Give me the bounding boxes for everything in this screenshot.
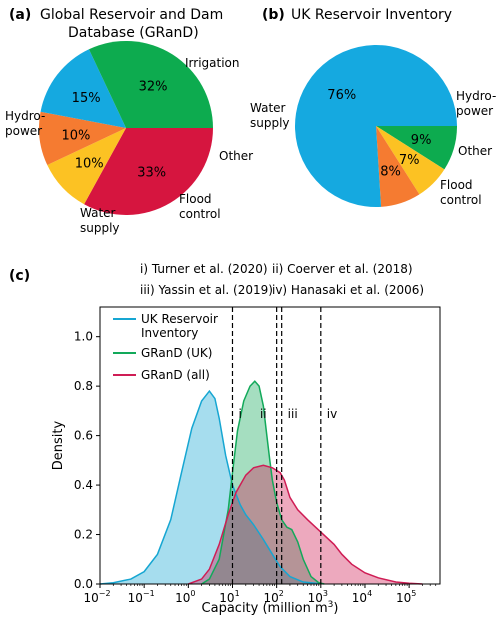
line-grand-all [188,464,423,585]
x-tick-label: 100 [175,589,195,605]
ref-line-label-iv: iv [327,407,337,421]
x-tick-label: 105 [396,589,416,605]
area-uk-reservoir-inventory [100,391,321,584]
label-other-b: Other [458,144,492,158]
label-hydro-a-2: power [5,124,42,138]
label-irrigation-a: Irrigation [185,56,240,70]
label-flood-b-1: Flood [440,178,473,192]
panel-c-letter: (c) [9,268,30,284]
label-water-b-2: supply [250,116,290,130]
label-water-a-2: supply [80,221,120,235]
x-tick-label: 104 [352,589,372,605]
pie-pct-flood-control-b: 8% [380,165,401,180]
line-grand-uk [201,380,325,585]
x-tick-label: 102 [263,589,283,605]
panel-b-letter: (b) [262,7,285,23]
pie-chart-uk: 9% 7%8% 76% [295,44,457,207]
ref-line-label-ii: ii [260,407,267,421]
y-tick-label: 1.0 [74,330,93,344]
label-hydro-a-1: Hydro- [5,109,45,123]
pie-pct-water-supply-a: 15% [72,91,101,106]
pie-pct-hydropower-a: 32% [139,79,168,94]
panel-b-title: UK Reservoir Inventory [291,7,452,23]
pie-pct-hydropower-b: 9% [411,133,432,148]
legend-uk-1: UK Reservoir [141,312,218,326]
ref-iii: iii) Yassin et al. (2019) [140,283,273,297]
label-water-b-1: Water [250,101,286,115]
pie-slice-flood-control-b [376,126,420,207]
area-grand-all [188,465,423,584]
ref-i: i) Turner et al. (2020) [140,262,268,276]
pie-slice-water-supply-b [295,44,457,207]
y-tick-label: 0.6 [74,429,93,443]
ref-line-label-i: i [238,407,241,421]
label-hydro-b-1: Hydro- [456,89,496,103]
pie-slice-other-a [47,128,126,205]
pie-slice-water-supply-a [40,49,126,128]
pie-slice-flood-control-a [38,111,126,166]
pie-slice-hydropower-b [376,126,457,170]
label-water-a-1: Water [80,206,116,220]
density-plot: i ii iii iv 0.00.20.40.60.81.010−2 10−1 100 10… [51,306,441,616]
pie-slice-irrigation-a [84,128,213,215]
pie-slice-hydropower-a [88,41,213,129]
x-tick-label: 103 [308,589,328,605]
pie-pct-flood-control-a: 10% [61,128,90,143]
y-tick-label: 0.8 [74,379,93,393]
x-tick-label: 101 [219,589,239,605]
pie-pct-other-b: 7% [399,153,420,168]
x-axis-label: Capacity (million m3) [202,600,339,616]
y-axis-label: Density [51,420,66,470]
pie-pct-other-a: 10% [75,157,104,172]
pie-pct-irrigation-a: 33% [137,165,166,180]
y-tick-label: 0.0 [74,577,93,591]
legend: UK Reservoir Inventory GRanD (UK) GRanD … [113,312,218,382]
y-tick-label: 0.2 [74,528,93,542]
panel-a-letter: (a) [9,7,31,23]
pie-pct-water-supply-b: 76% [327,88,356,103]
legend-grand-all: GRanD (all) [141,368,210,382]
label-flood-b-2: control [440,193,482,207]
pie-slice-other-b [376,126,445,195]
panel-a-title-line1: Global Reservoir and Dam [40,7,223,23]
ref-ii: ii) Coerver et al. (2018) [272,262,413,276]
x-tick-label: 10−1 [128,589,155,605]
label-flood-a-2: control [179,207,221,221]
legend-grand-uk: GRanD (UK) [141,346,212,360]
pie-chart-grand: 33% 10% 10% 15% 32% [38,41,213,215]
label-flood-a-1: Flood [179,192,212,206]
y-tick-label: 0.4 [74,478,93,492]
label-other-a: Other [219,149,253,163]
x-tick-label: 10−2 [83,589,110,605]
ref-line-label-iii: iii [288,407,298,421]
panel-a-title-line2: Database (GRanD) [68,25,199,41]
line-uk-reservoir-inventory [99,389,321,585]
label-hydro-b-2: power [456,104,493,118]
ref-iv: iv) Hanasaki et al. (2006) [272,283,424,297]
legend-uk-2: Inventory [141,326,198,340]
